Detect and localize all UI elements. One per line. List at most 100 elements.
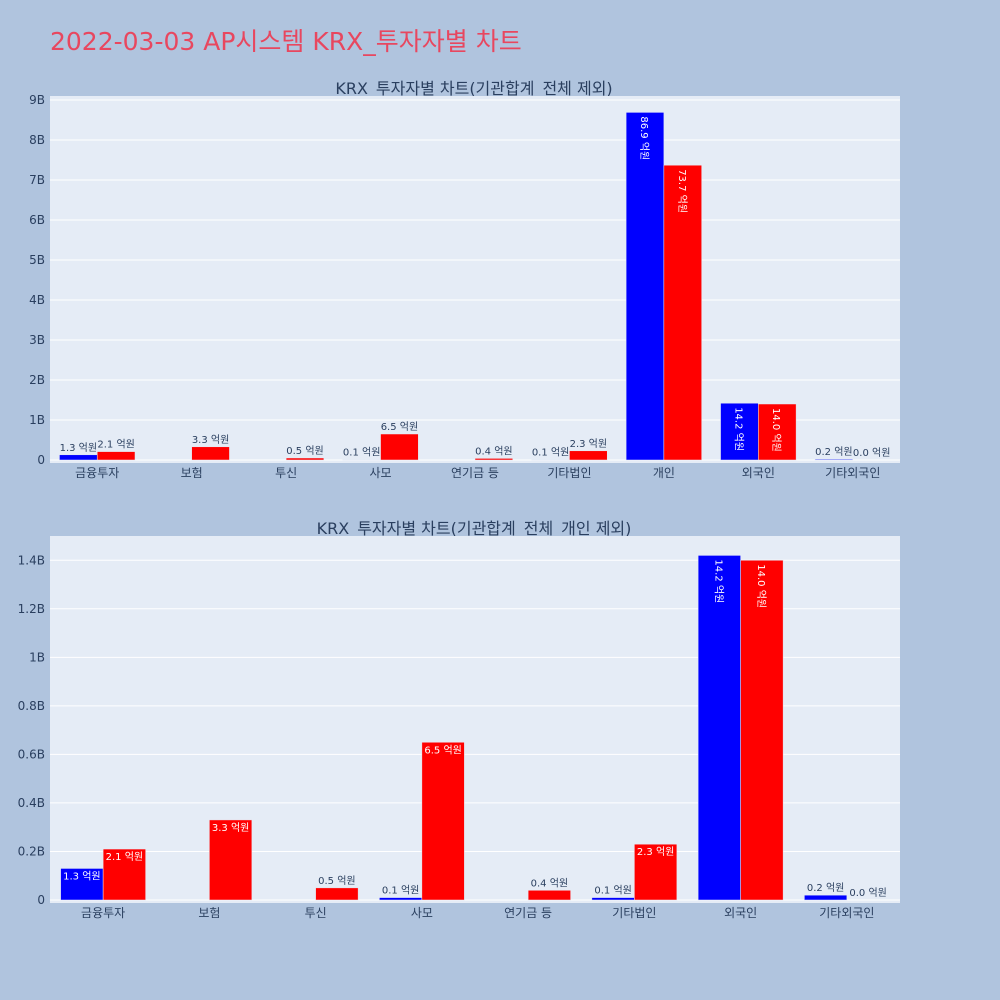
bar-red <box>474 458 514 461</box>
bar-group: 1.3 억원 2.1 억원 <box>60 848 146 901</box>
chart-top: KRX_투자자별 차트(기관합계_전체 제외) 0 1B 2B 3B 4B 5B 6B 7B 8B… <box>29 79 900 480</box>
bar-group: 3.3 억원 <box>209 819 253 901</box>
y-tick-label: 0.4B <box>18 796 45 810</box>
bar-red <box>758 403 797 461</box>
data-label: 73.7 억원 <box>676 169 688 213</box>
x-tick-label: 기타외국인 <box>819 906 874 920</box>
bar-group: 0.5 억원 <box>315 875 359 901</box>
chart-title: KRX_투자자별 차트(기관합계_전체 제외) <box>335 79 612 99</box>
data-label: 14.2 억원 <box>712 559 724 603</box>
x-tick-label: 투신 <box>275 466 297 480</box>
x-tick-label: 금융투자 <box>81 906 125 920</box>
x-tick-label: 보험 <box>181 466 203 480</box>
data-label: 2.1 억원 <box>97 439 134 451</box>
y-tick-label: 1B <box>29 413 45 427</box>
bar-red <box>102 848 146 901</box>
bar-blue <box>720 402 759 461</box>
bar-red <box>191 446 230 461</box>
bar-group: 0.1 억원 6.5 억원 <box>379 742 465 901</box>
x-tick-label: 연기금 등 <box>451 466 499 480</box>
y-tick-label: 4B <box>29 293 45 307</box>
y-tick-label: 0.6B <box>18 747 45 761</box>
data-label: 0.4 억원 <box>531 877 568 889</box>
data-label: 0.4 억원 <box>475 445 512 457</box>
y-tick-label: 0.8B <box>18 699 45 713</box>
x-tick-label: 기타법인 <box>547 466 591 480</box>
bar-blue <box>814 458 854 461</box>
bar-group: 14.2 억원 14.0 억원 <box>720 402 797 461</box>
chart-bottom: KRX_투자자별 차트(기관합계_전체_개인 제외) 0 0.2B 0.4B 0.6B 0… <box>18 519 900 920</box>
plot-area <box>50 96 900 463</box>
x-tick-label: 연기금 등 <box>504 906 552 920</box>
bar-blue <box>697 555 741 901</box>
bar-red <box>569 450 608 461</box>
x-tick-label: 기타법인 <box>612 906 656 920</box>
chart-title: KRX_투자자별 차트(기관합계_전체_개인 제외) <box>317 519 632 539</box>
bar-blue <box>804 894 848 901</box>
bar-blue <box>60 868 104 901</box>
bar-group: 0.4 억원 <box>527 877 571 901</box>
x-tick-label: 외국인 <box>742 466 775 480</box>
y-tick-label: 2B <box>29 373 45 387</box>
data-label: 0.2 억원 <box>807 882 844 894</box>
bar-group: 0.1 억원2.3 억원 <box>531 438 608 461</box>
data-label: 2.3 억원 <box>637 846 674 858</box>
y-tick-label: 0 <box>37 453 45 467</box>
bar-red <box>634 843 678 901</box>
bar-blue <box>59 454 98 461</box>
page-title: 2022-03-03 AP시스템 KRX_투자자별 차트 <box>50 27 522 56</box>
bar-red <box>663 164 702 461</box>
bar-red <box>740 560 784 901</box>
y-tick-label: 8B <box>29 133 45 147</box>
bar-red <box>527 890 571 901</box>
data-label: 0.5 억원 <box>318 875 355 887</box>
data-label: 0.1 억원 <box>382 885 419 897</box>
x-tick-label: 기타외국인 <box>825 466 880 480</box>
y-tick-label: 7B <box>29 173 45 187</box>
bar-group: 0.1 억원 6.5 억원 <box>342 421 419 461</box>
y-tick-label: 6B <box>29 213 45 227</box>
bar-group: 0.4 억원 <box>474 445 514 461</box>
y-tick-label: 1.4B <box>18 553 45 567</box>
bar-blue <box>625 112 665 461</box>
bar-red <box>209 819 253 901</box>
bar-blue <box>379 897 423 901</box>
data-label: 0.1 억원 <box>594 885 631 897</box>
x-tick-label: 사모 <box>370 466 392 480</box>
bar-group: 3.3 억원 <box>191 434 230 461</box>
y-tick-label: 9B <box>29 93 45 107</box>
data-label: 1.3 억원 <box>63 870 100 882</box>
x-tick-label: 사모 <box>411 906 433 920</box>
data-label: 14.0 억원 <box>755 564 767 608</box>
bar-group: 0.2 억원 0.0 억원 <box>814 446 890 461</box>
bar-red <box>96 451 136 461</box>
data-label: 3.3 억원 <box>192 434 229 446</box>
y-tick-label: 5B <box>29 253 45 267</box>
y-tick-label: 0 <box>37 893 45 907</box>
data-label: 0.1 억원 <box>532 447 569 459</box>
x-tick-label: 금융투자 <box>75 466 119 480</box>
data-label: 0.1 억원 <box>343 447 380 459</box>
data-label: 6.5 억원 <box>381 421 418 433</box>
x-tick-label: 투신 <box>305 906 327 920</box>
data-label: 0.2 억원 <box>815 446 852 458</box>
x-tick-label: 보험 <box>198 906 220 920</box>
data-label: 14.2 억원 <box>732 407 744 451</box>
data-label: 0.5 억원 <box>286 445 323 457</box>
x-tick-label: 개인 <box>653 466 675 480</box>
data-label: 0.0 억원 <box>849 887 886 899</box>
data-label: 6.5 억원 <box>424 744 461 756</box>
bar-red <box>380 433 419 461</box>
data-label: 2.1 억원 <box>106 851 143 863</box>
x-tick-label: 외국인 <box>724 906 757 920</box>
bar-group: 86.9 억원 73.7 억원 <box>625 112 702 461</box>
bar-blue <box>591 897 635 901</box>
bar-group: 0.1 억원 2.3 억원 <box>591 843 678 901</box>
data-label: 14.0 억원 <box>770 408 782 452</box>
y-tick-label: 1B <box>29 650 45 664</box>
y-tick-label: 1.2B <box>18 602 45 616</box>
bar-red <box>315 887 359 901</box>
bar-group: 0.5 억원 <box>285 445 325 461</box>
data-label: 86.9 억원 <box>638 116 650 160</box>
